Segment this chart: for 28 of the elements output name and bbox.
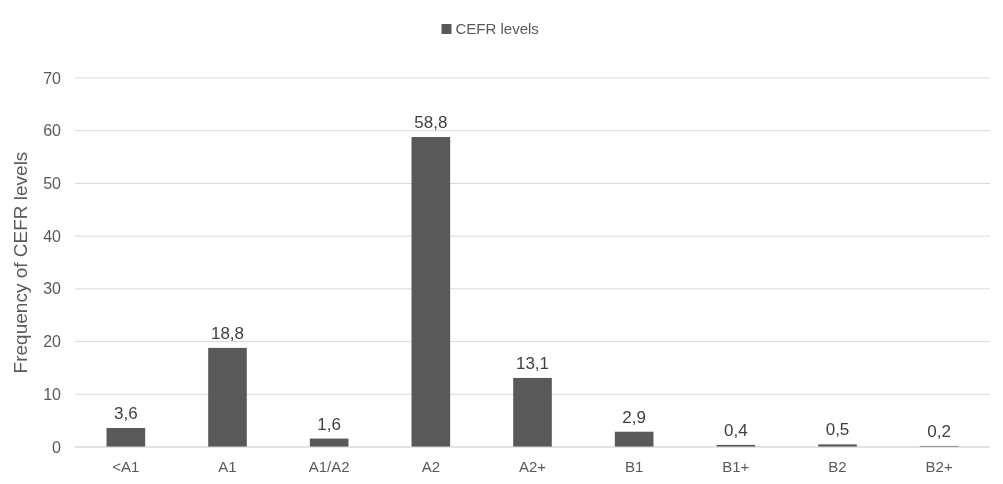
y-axis-title: Frequency of CEFR levels bbox=[10, 151, 31, 374]
x-tick-label: B1+ bbox=[722, 458, 750, 475]
y-tick-label: 0 bbox=[52, 438, 62, 456]
y-tick-label: 50 bbox=[43, 175, 62, 193]
x-tick-label: A2+ bbox=[518, 458, 547, 475]
x-tick-label: B2 bbox=[828, 458, 847, 475]
x-tick-label: B2+ bbox=[925, 458, 953, 475]
data-label: 1,6 bbox=[317, 414, 341, 434]
y-tick-label: 30 bbox=[43, 280, 62, 298]
y-tick-label: 20 bbox=[43, 333, 62, 351]
y-tick-label: 60 bbox=[43, 122, 62, 140]
data-label: 0,5 bbox=[825, 420, 850, 440]
data-label: 0,4 bbox=[724, 420, 748, 440]
x-tick-label: A1/A2 bbox=[308, 458, 350, 475]
x-tick-label: B1 bbox=[624, 458, 644, 475]
data-label: 0,2 bbox=[927, 421, 951, 441]
x-tick-label: <A1 bbox=[112, 458, 140, 475]
legend-label: CEFR levels bbox=[455, 20, 539, 37]
data-label: 18,8 bbox=[210, 323, 245, 343]
x-tick-label: A2 bbox=[421, 458, 441, 475]
data-label: 3,6 bbox=[114, 404, 138, 424]
x-tick-label: A1 bbox=[218, 458, 237, 475]
y-tick-label: 40 bbox=[43, 227, 62, 245]
y-tick-label: 10 bbox=[43, 385, 62, 403]
data-label: 13,1 bbox=[515, 353, 550, 373]
data-label: 2,9 bbox=[622, 407, 646, 427]
data-label: 58,8 bbox=[414, 113, 448, 133]
y-tick-label: 70 bbox=[43, 69, 62, 87]
